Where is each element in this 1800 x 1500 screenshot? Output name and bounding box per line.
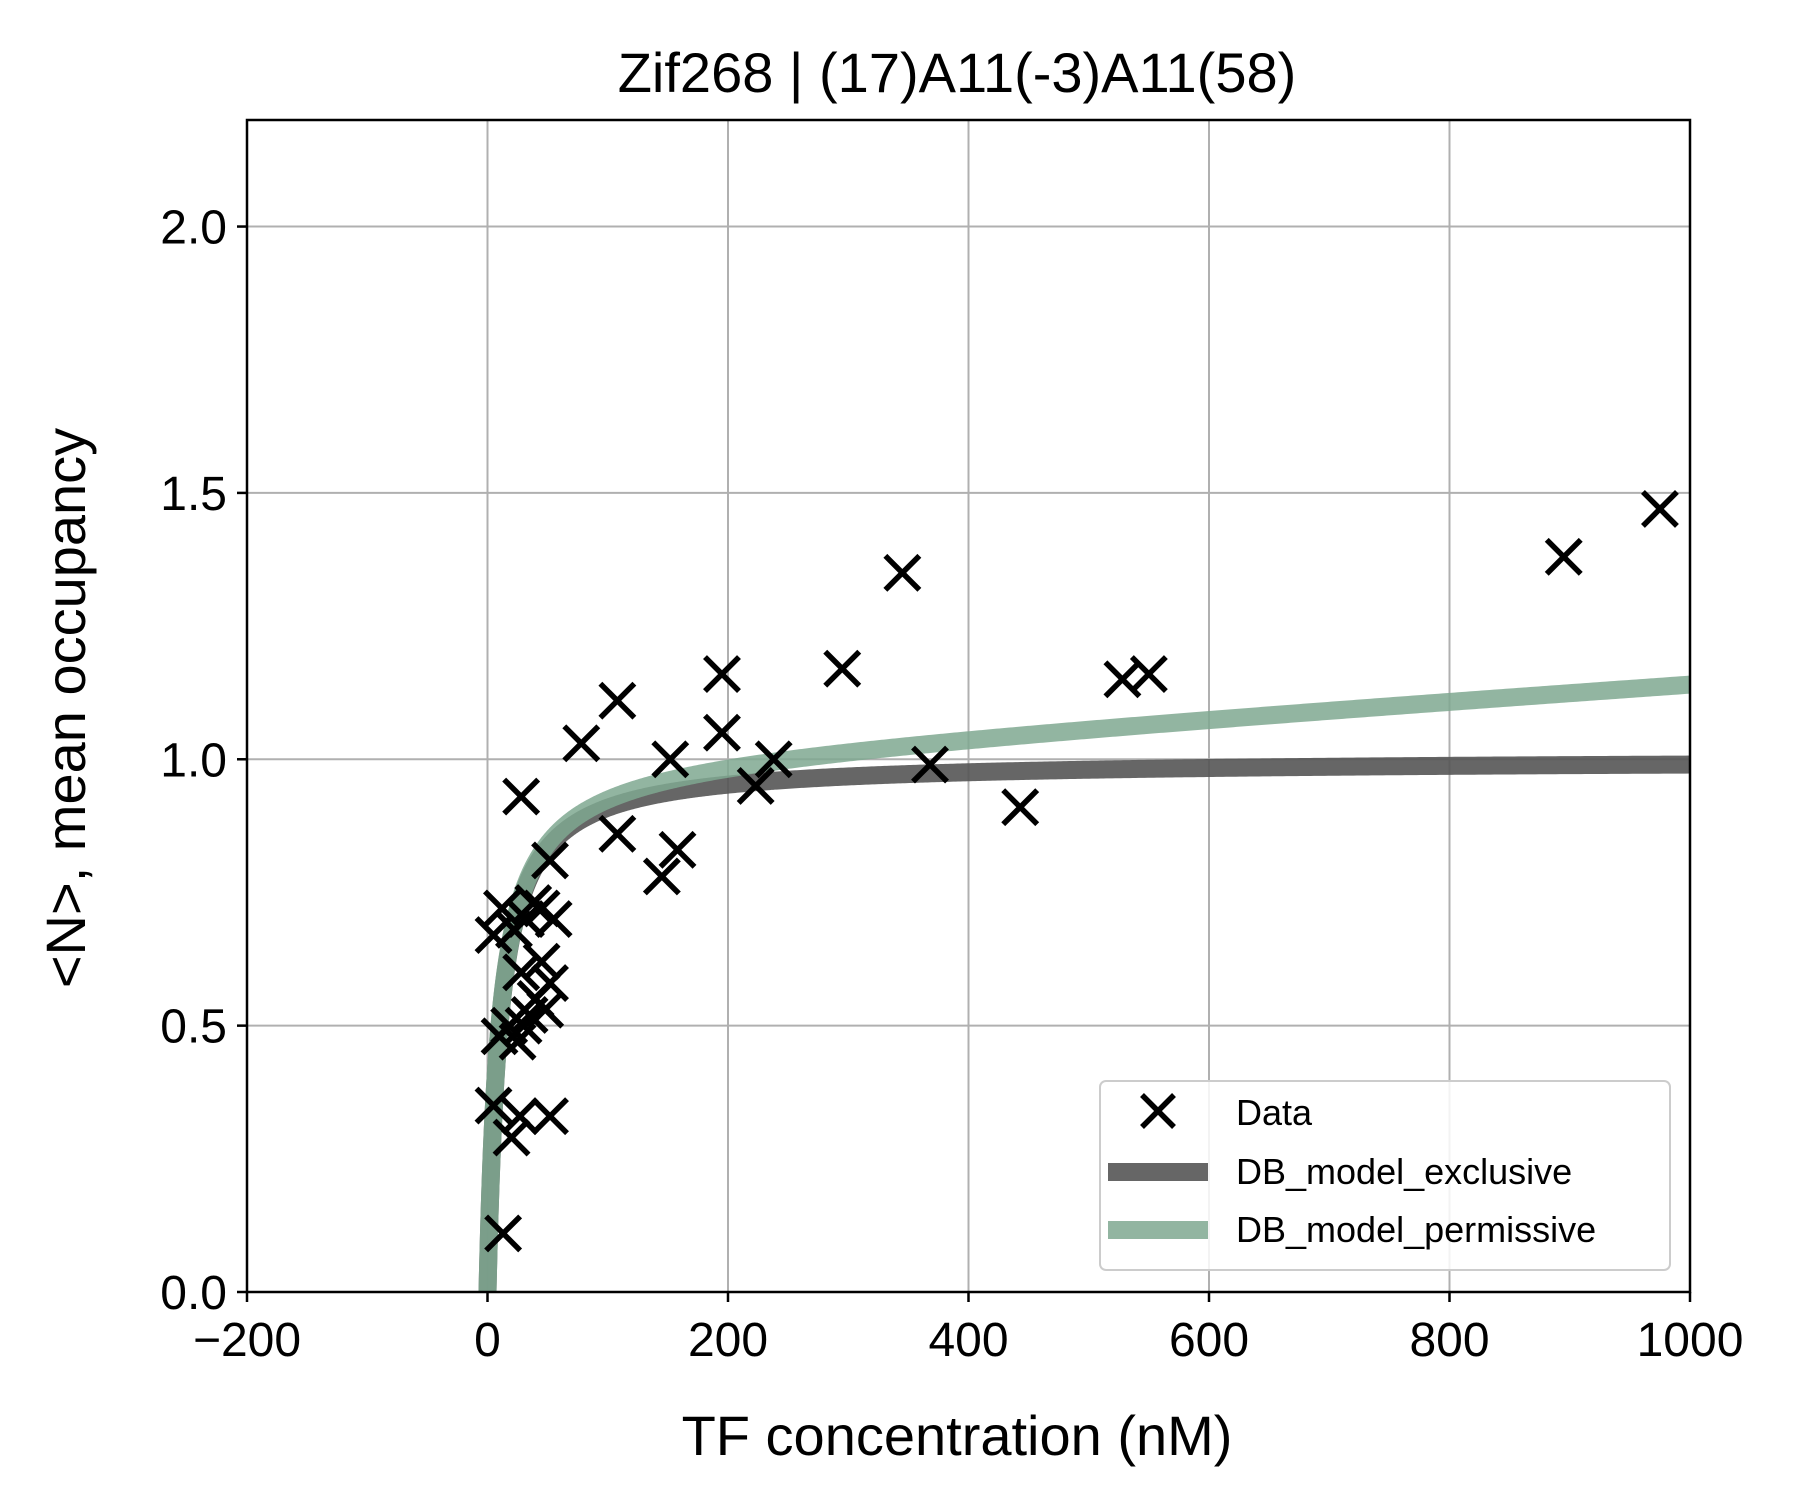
data-point-marker bbox=[703, 655, 741, 693]
data-point-marker bbox=[703, 713, 741, 752]
data-point-marker bbox=[658, 830, 697, 869]
legend-marker-data bbox=[1140, 1093, 1176, 1129]
data-point-marker bbox=[598, 814, 637, 853]
data-point-marker bbox=[482, 889, 521, 928]
data-point-marker bbox=[502, 777, 541, 816]
data-point-marker bbox=[651, 740, 690, 779]
data-points bbox=[474, 489, 1679, 1253]
legend-label-permissive: DB_model_permissive bbox=[1236, 1209, 1596, 1250]
y-tick-label: 1.0 bbox=[160, 734, 227, 787]
data-point-marker bbox=[492, 1118, 531, 1157]
y-tick-label: 0.0 bbox=[160, 1267, 227, 1320]
data-point-marker bbox=[522, 942, 561, 981]
x-tick-label: −200 bbox=[193, 1314, 301, 1367]
x-tick-label: 400 bbox=[928, 1314, 1008, 1367]
data-point-marker bbox=[736, 766, 775, 805]
data-point-marker bbox=[642, 857, 681, 896]
axis-ticks: −200 0 200 400 600 800 1000 0.0 0.5 1.0 1.5 2.0 bbox=[160, 202, 1743, 1367]
x-tick-label: 200 bbox=[688, 1314, 768, 1367]
y-axis-title: <N>, mean occupancy bbox=[34, 428, 97, 988]
chart-title: Zif268 | (17)A11(-3)A11(58) bbox=[618, 41, 1297, 104]
data-point-marker bbox=[883, 553, 922, 592]
data-point-marker bbox=[474, 1086, 513, 1125]
x-tick-label: 1000 bbox=[1637, 1314, 1744, 1367]
y-tick-label: 2.0 bbox=[160, 202, 227, 255]
legend: Data DB_model_exclusive DB_model_permiss… bbox=[1099, 1080, 1671, 1271]
data-point-marker bbox=[531, 964, 569, 1002]
data-point-marker bbox=[754, 740, 793, 779]
data-point-marker bbox=[501, 1097, 539, 1136]
data-point-marker bbox=[1640, 489, 1679, 528]
data-point-marker bbox=[562, 724, 601, 763]
x-tick-label: 600 bbox=[1169, 1314, 1249, 1367]
legend-label-exclusive: DB_model_exclusive bbox=[1236, 1151, 1572, 1192]
y-tick-label: 1.5 bbox=[160, 468, 227, 521]
data-point-marker bbox=[531, 1097, 569, 1136]
data-point-marker bbox=[1544, 537, 1583, 576]
y-tick-label: 0.5 bbox=[160, 1001, 227, 1054]
data-point-marker bbox=[1129, 655, 1168, 693]
model-curves bbox=[478, 675, 1695, 1293]
data-point-marker bbox=[531, 841, 569, 880]
data-point-marker bbox=[823, 649, 862, 688]
x-tick-label: 0 bbox=[474, 1314, 501, 1367]
data-point-marker bbox=[502, 953, 541, 992]
data-point-marker bbox=[598, 681, 637, 720]
legend-label-data: Data bbox=[1236, 1092, 1313, 1133]
data-point-marker bbox=[484, 1214, 523, 1253]
curve-db-model-permissive bbox=[478, 675, 1695, 1293]
data-point-marker bbox=[504, 1006, 543, 1045]
x-axis-title: TF concentration (nM) bbox=[682, 1404, 1233, 1467]
data-point-marker bbox=[911, 745, 949, 784]
legend-box bbox=[1099, 1080, 1671, 1271]
data-point-marker bbox=[1001, 788, 1040, 827]
data-point-marker bbox=[534, 900, 573, 939]
x-tick-label: 800 bbox=[1409, 1314, 1489, 1367]
